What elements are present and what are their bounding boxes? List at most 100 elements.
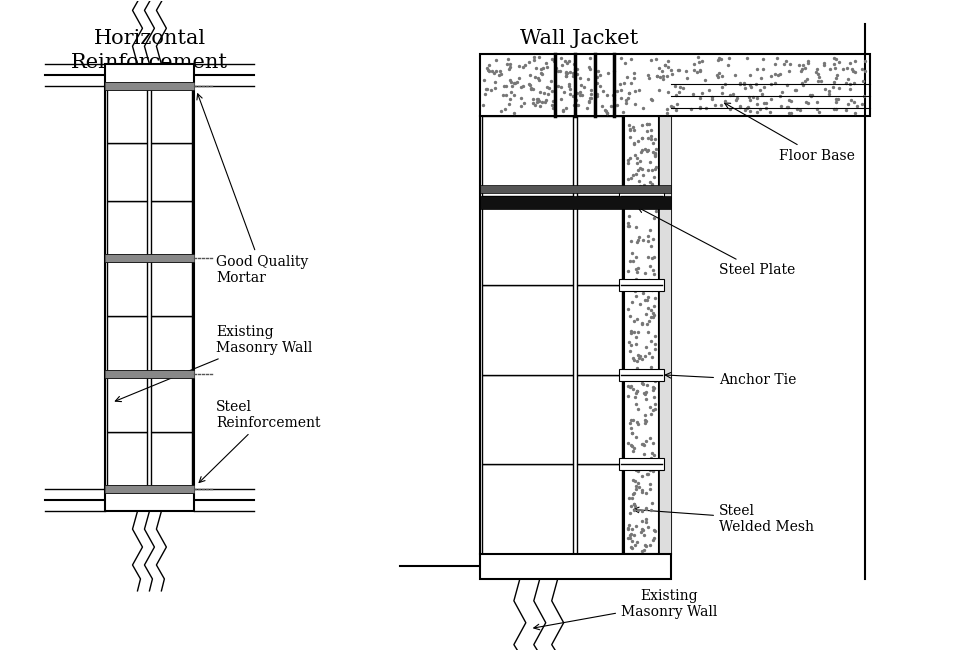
- Point: [835, 64, 850, 74]
- Point: [623, 507, 638, 518]
- Point: [622, 345, 637, 355]
- Point: [479, 84, 494, 94]
- Point: [610, 86, 626, 96]
- Point: [635, 366, 651, 376]
- Point: [554, 60, 569, 70]
- Point: [627, 540, 642, 551]
- Point: [849, 101, 865, 111]
- Point: [635, 103, 651, 113]
- Point: [831, 94, 847, 104]
- Point: [637, 144, 653, 154]
- Point: [823, 64, 839, 74]
- Point: [635, 275, 651, 286]
- Point: [565, 91, 581, 102]
- Point: [624, 501, 639, 512]
- Point: [647, 133, 663, 144]
- Point: [623, 533, 638, 543]
- Point: [856, 90, 872, 101]
- Point: [545, 102, 560, 113]
- Point: [638, 517, 654, 527]
- Bar: [107, 143, 148, 201]
- Point: [789, 104, 805, 115]
- Point: [749, 64, 765, 74]
- Point: [755, 64, 771, 74]
- Point: [640, 522, 656, 533]
- Point: [773, 69, 788, 79]
- Point: [659, 104, 674, 114]
- Point: [616, 78, 631, 89]
- Point: [532, 101, 548, 111]
- Point: [640, 292, 656, 303]
- Point: [486, 67, 502, 77]
- Point: [773, 91, 788, 102]
- Point: [670, 64, 686, 75]
- Point: [609, 100, 625, 110]
- Point: [622, 337, 637, 347]
- Point: [631, 281, 646, 292]
- Point: [559, 68, 574, 78]
- Point: [614, 93, 630, 104]
- Point: [763, 78, 778, 89]
- Point: [628, 252, 643, 262]
- Point: [665, 102, 680, 113]
- Bar: [105, 64, 195, 86]
- Point: [792, 105, 808, 115]
- Point: [621, 523, 636, 533]
- Point: [699, 103, 714, 113]
- Point: [554, 53, 569, 63]
- Point: [627, 499, 642, 509]
- Point: [513, 101, 528, 111]
- Point: [643, 452, 659, 463]
- Point: [599, 90, 615, 101]
- Point: [821, 86, 837, 96]
- Point: [800, 98, 815, 108]
- Point: [643, 305, 659, 315]
- Point: [631, 234, 646, 245]
- Bar: [620, 279, 665, 291]
- Point: [545, 85, 560, 96]
- Point: [672, 81, 688, 92]
- Point: [537, 96, 553, 107]
- Point: [526, 55, 542, 66]
- Point: [636, 387, 652, 398]
- Point: [621, 158, 636, 169]
- Text: Wall Jacket: Wall Jacket: [521, 29, 638, 48]
- Point: [648, 149, 664, 159]
- Point: [645, 465, 661, 476]
- Point: [816, 58, 832, 68]
- Point: [535, 63, 551, 74]
- Point: [634, 471, 650, 481]
- Point: [643, 133, 659, 144]
- Point: [624, 340, 639, 350]
- Point: [667, 80, 683, 90]
- Point: [857, 56, 873, 66]
- Point: [599, 107, 615, 118]
- Point: [635, 525, 651, 535]
- Point: [572, 73, 588, 83]
- Point: [671, 87, 687, 97]
- Point: [783, 107, 799, 118]
- Point: [620, 266, 635, 276]
- Point: [629, 277, 644, 287]
- Point: [733, 79, 748, 89]
- Point: [638, 370, 654, 381]
- Point: [634, 439, 650, 450]
- Point: [632, 181, 648, 191]
- Point: [621, 210, 636, 221]
- Point: [639, 126, 655, 137]
- Point: [831, 83, 847, 93]
- Point: [629, 264, 644, 275]
- Point: [843, 79, 858, 89]
- Bar: [105, 255, 195, 262]
- Point: [621, 221, 636, 231]
- Point: [517, 98, 532, 108]
- Point: [711, 53, 727, 63]
- Point: [654, 66, 669, 76]
- Point: [671, 64, 687, 75]
- Point: [625, 524, 640, 534]
- Point: [627, 499, 642, 509]
- Point: [740, 102, 756, 112]
- Point: [781, 66, 797, 77]
- Point: [506, 77, 522, 88]
- Point: [733, 78, 748, 89]
